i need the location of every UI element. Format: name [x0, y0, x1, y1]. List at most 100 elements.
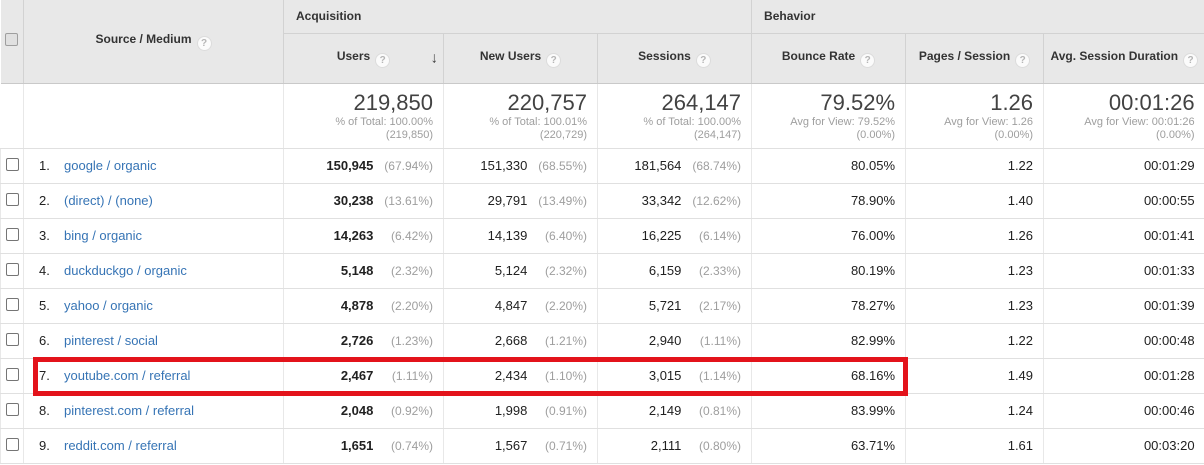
- source-medium-link[interactable]: pinterest.com / referral: [64, 403, 195, 418]
- row-number: 1.: [39, 158, 50, 173]
- users-percent: (1.23%): [390, 334, 433, 348]
- sessions-cell: 2,940 (1.11%): [596, 323, 752, 359]
- totals-sessions-pct: % of Total: 100.00%: [643, 115, 742, 128]
- source-medium-link[interactable]: bing / organic: [64, 228, 143, 243]
- column-header-avg-session-duration[interactable]: Avg. Session Duration?: [1043, 33, 1204, 84]
- sessions-value: 2,111: [650, 438, 682, 453]
- users-cell: 30,238 (13.61%): [283, 183, 444, 219]
- table-row: 8. pinterest.com / referral 2,048 (0.92%)…: [0, 393, 1204, 429]
- source-medium-link[interactable]: reddit.com / referral: [64, 438, 177, 453]
- pages-session-value: 1.40: [1007, 193, 1034, 208]
- avg-duration-value: 00:01:29: [1143, 158, 1195, 173]
- column-header-pages-session[interactable]: Pages / Session?: [905, 33, 1044, 84]
- sessions-header-label: Sessions: [638, 48, 691, 63]
- row-number: 4.: [39, 263, 50, 278]
- totals-avg-duration-value: 00:01:26: [1108, 89, 1195, 115]
- help-icon[interactable]: ?: [1015, 52, 1031, 68]
- source-medium-link[interactable]: pinterest / social: [64, 333, 158, 348]
- help-icon[interactable]: ?: [196, 35, 212, 51]
- totals-new-users: 220,757 % of Total: 100.01% (220,729): [443, 83, 598, 149]
- row-checkbox[interactable]: [5, 332, 19, 346]
- new-users-cell: 2,434 (1.10%): [443, 358, 598, 394]
- avg-duration-cell: 00:01:29: [1043, 148, 1204, 184]
- sessions-percent: (2.17%): [699, 299, 742, 313]
- bounce-rate-value: 78.27%: [850, 298, 896, 313]
- row-checkbox[interactable]: [5, 157, 19, 171]
- help-icon[interactable]: ?: [546, 52, 562, 68]
- users-cell: 5,148 (2.32%): [283, 253, 444, 289]
- row-checkbox[interactable]: [5, 437, 19, 451]
- bounce-rate-cell: 80.19%: [751, 253, 906, 289]
- row-checkbox[interactable]: [5, 192, 19, 206]
- avg-duration-cell: 00:00:48: [1043, 323, 1204, 359]
- avg-duration-value: 00:01:39: [1143, 298, 1195, 313]
- new-users-value: 1,998: [494, 403, 528, 418]
- totals-bounce-rate: 79.52% Avg for View: 79.52% (0.00%): [751, 83, 906, 149]
- new-users-percent: (68.55%): [538, 159, 587, 173]
- bounce-rate-cell: 68.16%: [751, 358, 906, 394]
- sessions-value: 2,149: [648, 403, 682, 418]
- users-value: 14,263: [333, 228, 374, 243]
- pages-session-cell: 1.61: [905, 428, 1044, 464]
- row-checkbox[interactable]: [5, 297, 19, 311]
- source-medium-link[interactable]: yahoo / organic: [64, 298, 153, 313]
- new-users-percent: (1.10%): [544, 369, 587, 383]
- row-checkbox[interactable]: [5, 402, 19, 416]
- source-medium-link[interactable]: youtube.com / referral: [64, 368, 191, 383]
- source-medium-cell: 5. yahoo / organic: [23, 288, 284, 324]
- sessions-value: 16,225: [641, 228, 682, 243]
- source-medium-link[interactable]: (direct) / (none): [64, 193, 153, 208]
- row-number: 6.: [39, 333, 50, 348]
- bounce-rate-cell: 78.90%: [751, 183, 906, 219]
- help-icon[interactable]: ?: [1183, 52, 1199, 68]
- source-medium-cell: 8. pinterest.com / referral: [23, 393, 284, 429]
- sessions-percent: (0.81%): [699, 404, 742, 418]
- totals-pages-session-delta: (0.00%): [994, 128, 1034, 141]
- table-row: 4. duckduckgo / organic 5,148 (2.32%) 5,1…: [0, 253, 1204, 289]
- help-icon[interactable]: ?: [695, 52, 711, 68]
- totals-row: 219,850 % of Total: 100.00% (219,850) 22…: [0, 83, 1204, 149]
- sessions-cell: 5,721 (2.17%): [596, 288, 752, 324]
- select-all-checkbox[interactable]: [5, 33, 19, 47]
- source-medium-link[interactable]: google / organic: [64, 158, 157, 173]
- column-header-source-medium[interactable]: Source / Medium?: [23, 0, 284, 84]
- new-users-value: 2,668: [494, 333, 528, 348]
- sessions-value: 3,015: [648, 368, 682, 383]
- help-icon[interactable]: ?: [860, 52, 876, 68]
- new-users-value: 14,139: [487, 228, 528, 243]
- acquisition-group-label: Acquisition: [296, 9, 362, 24]
- new-users-header-label: New Users: [479, 48, 542, 63]
- bounce-rate-value: 80.19%: [850, 263, 896, 278]
- avg-duration-cell: 00:01:41: [1043, 218, 1204, 254]
- table-row: 2. (direct) / (none) 30,238 (13.61%) 29,7…: [0, 183, 1204, 219]
- row-number: 3.: [39, 228, 50, 243]
- totals-avg-duration-delta: (0.00%): [1156, 128, 1195, 141]
- source-medium-link[interactable]: duckduckgo / organic: [64, 263, 187, 278]
- column-header-sessions[interactable]: Sessions?: [596, 33, 752, 84]
- new-users-value: 1,567: [494, 438, 528, 453]
- column-header-new-users[interactable]: New Users?: [443, 33, 598, 84]
- new-users-percent: (13.49%): [538, 194, 587, 208]
- column-header-bounce-rate[interactable]: Bounce Rate?: [751, 33, 906, 84]
- users-value: 1,651: [340, 438, 374, 453]
- avg-duration-cell: 00:00:55: [1043, 183, 1204, 219]
- sessions-percent: (2.33%): [699, 264, 742, 278]
- row-checkbox[interactable]: [5, 367, 19, 381]
- bounce-rate-header-label: Bounce Rate: [781, 48, 856, 63]
- column-header-users[interactable]: Users? ↓: [283, 33, 444, 84]
- help-icon[interactable]: ?: [375, 52, 391, 68]
- sessions-percent: (6.14%): [699, 229, 742, 243]
- sessions-value: 6,159: [648, 263, 682, 278]
- users-cell: 150,945 (67.94%): [283, 148, 444, 184]
- users-value: 2,726: [340, 333, 374, 348]
- sessions-percent: (0.80%): [699, 439, 742, 453]
- row-checkbox[interactable]: [5, 262, 19, 276]
- avg-duration-value: 00:03:20: [1143, 438, 1195, 453]
- row-checkbox-cell: [0, 288, 24, 324]
- row-checkbox[interactable]: [5, 227, 19, 241]
- totals-sessions-value: 264,147: [661, 89, 742, 115]
- users-percent: (1.11%): [391, 369, 433, 383]
- sort-descending-arrow-icon[interactable]: ↓: [430, 49, 439, 67]
- sessions-percent: (1.11%): [699, 334, 742, 348]
- bounce-rate-cell: 82.99%: [751, 323, 906, 359]
